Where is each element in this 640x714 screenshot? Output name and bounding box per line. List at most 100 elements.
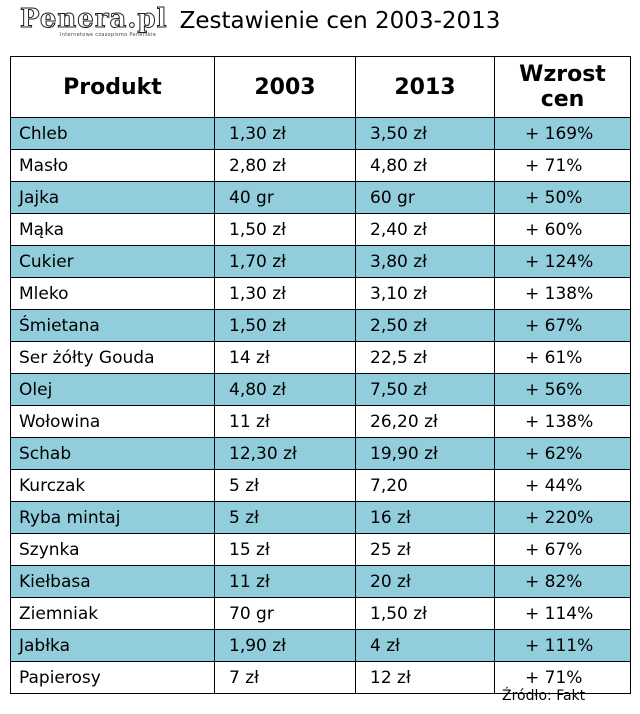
table-row: Ziemniak 70 gr 1,50 zł + 114%: [10, 597, 631, 630]
cell-price-2013: 19,90 zł: [355, 437, 495, 470]
source-note: Źródło: Fakt: [502, 688, 586, 704]
cell-price-2003: 1,70 zł: [214, 245, 356, 278]
cell-growth: + 124%: [494, 245, 631, 278]
cell-price-2013: 1,50 zł: [355, 597, 495, 630]
cell-growth: + 56%: [494, 373, 631, 406]
table-row: Kurczak 5 zł 7,20 + 44%: [10, 469, 631, 502]
cell-price-2013: 16 zł: [355, 501, 495, 534]
table-row: Chleb 1,30 zł 3,50 zł + 169%: [10, 117, 631, 150]
cell-price-2013: 26,20 zł: [355, 405, 495, 438]
cell-growth: + 61%: [494, 341, 631, 374]
table-row: Schab 12,30 zł 19,90 zł + 62%: [10, 437, 631, 470]
table-header-row: Produkt 2003 2013 Wzrost cen: [10, 56, 631, 118]
cell-growth: + 50%: [494, 181, 631, 214]
cell-product: Kiełbasa: [10, 565, 215, 598]
table-row: Cukier 1,70 zł 3,80 zł + 124%: [10, 245, 631, 278]
header-2013: 2013: [355, 56, 495, 118]
cell-price-2003: 11 zł: [214, 405, 356, 438]
cell-price-2003: 1,90 zł: [214, 629, 356, 662]
table-row: Masło 2,80 zł 4,80 zł + 71%: [10, 149, 631, 182]
cell-price-2013: 22,5 zł: [355, 341, 495, 374]
cell-growth: + 71%: [494, 661, 631, 694]
table-row: Jabłka 1,90 zł 4 zł + 111%: [10, 629, 631, 662]
table-row: Ryba mintaj 5 zł 16 zł + 220%: [10, 501, 631, 534]
cell-price-2003: 70 gr: [214, 597, 356, 630]
cell-price-2003: 1,30 zł: [214, 117, 356, 150]
cell-price-2003: 1,50 zł: [214, 309, 356, 342]
cell-product: Chleb: [10, 117, 215, 150]
cell-product: Masło: [10, 149, 215, 182]
cell-growth: + 169%: [494, 117, 631, 150]
cell-price-2013: 20 zł: [355, 565, 495, 598]
cell-growth: + 114%: [494, 597, 631, 630]
cell-product: Wołowina: [10, 405, 215, 438]
cell-price-2003: 1,50 zł: [214, 213, 356, 246]
cell-growth: + 220%: [494, 501, 631, 534]
cell-price-2013: 25 zł: [355, 533, 495, 566]
cell-price-2003: 1,30 zł: [214, 277, 356, 310]
cell-price-2013: 7,50 zł: [355, 373, 495, 406]
table-row: Mleko 1,30 zł 3,10 zł + 138%: [10, 277, 631, 310]
cell-product: Szynka: [10, 533, 215, 566]
cell-product: Schab: [10, 437, 215, 470]
cell-product: Ryba mintaj: [10, 501, 215, 534]
cell-price-2003: 40 gr: [214, 181, 356, 214]
cell-price-2013: 3,50 zł: [355, 117, 495, 150]
cell-price-2003: 12,30 zł: [214, 437, 356, 470]
cell-price-2003: 5 zł: [214, 501, 356, 534]
cell-growth: + 44%: [494, 469, 631, 502]
cell-price-2013: 4,80 zł: [355, 149, 495, 182]
cell-product: Cukier: [10, 245, 215, 278]
cell-price-2003: 11 zł: [214, 565, 356, 598]
table-row: Szynka 15 zł 25 zł + 67%: [10, 533, 631, 566]
cell-price-2003: 14 zł: [214, 341, 356, 374]
cell-price-2013: 7,20: [355, 469, 495, 502]
cell-price-2013: 4 zł: [355, 629, 495, 662]
cell-price-2003: 2,80 zł: [214, 149, 356, 182]
cell-product: Ser żółty Gouda: [10, 341, 215, 374]
table-row: Olej 4,80 zł 7,50 zł + 56%: [10, 373, 631, 406]
table-row: Papierosy 7 zł 12 zł + 71%: [10, 661, 631, 694]
cell-product: Ziemniak: [10, 597, 215, 630]
logo-tagline: Internetowe czasopismo Penerskie: [60, 32, 157, 38]
cell-growth: + 60%: [494, 213, 631, 246]
cell-product: Papierosy: [10, 661, 215, 694]
cell-product: Jajka: [10, 181, 215, 214]
cell-price-2013: 12 zł: [355, 661, 495, 694]
cell-price-2013: 3,10 zł: [355, 277, 495, 310]
logo-text: Penera.pl: [20, 4, 168, 35]
cell-growth: + 62%: [494, 437, 631, 470]
cell-price-2003: 4,80 zł: [214, 373, 356, 406]
table-row: Kiełbasa 11 zł 20 zł + 82%: [10, 565, 631, 598]
cell-price-2013: 60 gr: [355, 181, 495, 214]
page-title: Zestawienie cen 2003-2013: [179, 8, 501, 34]
cell-product: Olej: [10, 373, 215, 406]
cell-growth: + 71%: [494, 149, 631, 182]
cell-product: Mleko: [10, 277, 215, 310]
cell-product: Śmietana: [10, 309, 215, 342]
cell-growth: + 82%: [494, 565, 631, 598]
site-logo: Penera.pl Internetowe czasopismo Penersk…: [20, 4, 170, 52]
cell-price-2013: 2,50 zł: [355, 309, 495, 342]
cell-price-2003: 7 zł: [214, 661, 356, 694]
cell-growth: + 111%: [494, 629, 631, 662]
cell-product: Kurczak: [10, 469, 215, 502]
cell-price-2013: 3,80 zł: [355, 245, 495, 278]
header-growth: Wzrost cen: [494, 56, 631, 118]
cell-product: Mąka: [10, 213, 215, 246]
cell-price-2003: 5 zł: [214, 469, 356, 502]
price-table: Produkt 2003 2013 Wzrost cen Chleb 1,30 …: [10, 56, 631, 694]
table-row: Mąka 1,50 zł 2,40 zł + 60%: [10, 213, 631, 246]
header-product: Produkt: [10, 56, 215, 118]
cell-growth: + 67%: [494, 309, 631, 342]
cell-product: Jabłka: [10, 629, 215, 662]
table-row: Wołowina 11 zł 26,20 zł + 138%: [10, 405, 631, 438]
cell-growth: + 138%: [494, 277, 631, 310]
table-row: Śmietana 1,50 zł 2,50 zł + 67%: [10, 309, 631, 342]
table-row: Ser żółty Gouda 14 zł 22,5 zł + 61%: [10, 341, 631, 374]
header-2003: 2003: [214, 56, 356, 118]
table-row: Jajka 40 gr 60 gr + 50%: [10, 181, 631, 214]
cell-growth: + 67%: [494, 533, 631, 566]
cell-price-2013: 2,40 zł: [355, 213, 495, 246]
cell-growth: + 138%: [494, 405, 631, 438]
